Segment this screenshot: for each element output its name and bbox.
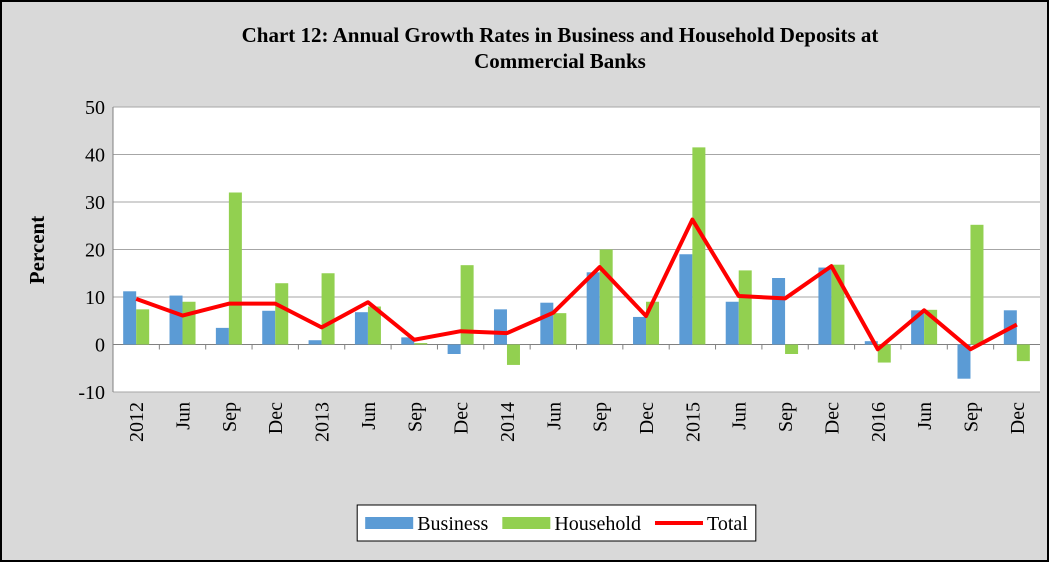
bar (738, 270, 752, 345)
x-tick-label: Jun (543, 402, 565, 430)
x-tick-label: 2014 (497, 402, 519, 442)
legend-swatch (502, 517, 551, 529)
legend-swatch (365, 517, 414, 529)
y-tick-label: 20 (85, 240, 105, 262)
x-tick-label: Jun (914, 402, 936, 430)
bar (169, 295, 183, 345)
bar (401, 337, 415, 345)
x-tick-label: Dec (265, 402, 287, 434)
y-axis-label: Percent (25, 216, 49, 284)
legend-item: Business (365, 513, 489, 535)
bar (321, 273, 335, 345)
bar (182, 301, 196, 345)
bar (818, 267, 832, 345)
x-tick-label: 2015 (682, 402, 704, 442)
bar (493, 309, 507, 345)
x-tick-label: Dec (821, 402, 843, 434)
bar (864, 341, 878, 345)
x-tick-label: Sep (775, 402, 797, 432)
bar (772, 278, 786, 345)
bar (725, 301, 739, 345)
bar (586, 272, 600, 345)
x-tick-label: 2013 (312, 402, 334, 442)
bar (447, 344, 461, 354)
x-tick-label: Jun (358, 402, 380, 430)
bar (506, 344, 520, 365)
bar (136, 309, 150, 345)
bar (599, 249, 613, 345)
x-tick-label: Sep (404, 402, 426, 432)
legend-label: Business (417, 513, 488, 535)
x-tick-label: Dec (1007, 402, 1029, 434)
bar (553, 313, 567, 345)
bar (367, 306, 381, 345)
bar (215, 327, 229, 345)
bar (414, 343, 428, 345)
x-tick-label: Jun (173, 402, 195, 430)
legend-label: Total (707, 513, 748, 535)
bar (123, 291, 137, 345)
bar (957, 344, 971, 379)
x-tick-label: Dec (451, 402, 473, 434)
legend-item: Household (502, 513, 641, 535)
x-tick-label: Sep (219, 402, 241, 432)
bar (308, 340, 322, 345)
chart-title: Commercial Banks (474, 49, 646, 73)
bar (785, 344, 799, 354)
bar (228, 192, 242, 345)
y-tick-label: -10 (78, 382, 105, 404)
y-tick-label: 0 (95, 335, 105, 357)
x-tick-label: Sep (960, 402, 982, 432)
x-tick-label: 2012 (126, 402, 148, 442)
legend: Business Household Total (356, 504, 757, 542)
x-tick-label: Jun (729, 402, 751, 430)
x-tick-label: Dec (636, 402, 658, 434)
x-tick-label: Sep (590, 402, 612, 432)
y-tick-label: 10 (85, 287, 105, 309)
bar (275, 283, 289, 345)
line (135, 217, 1018, 352)
chart-title: Chart 12: Annual Growth Rates in Busines… (242, 23, 879, 47)
legend-item: Total (654, 513, 748, 535)
y-tick-label: 30 (85, 192, 105, 214)
bar (460, 265, 474, 345)
bar (692, 147, 706, 345)
bar (970, 224, 984, 345)
bar (679, 254, 693, 345)
bar (633, 316, 647, 345)
bar (540, 302, 554, 345)
bar (1016, 344, 1030, 362)
legend-label: Household (554, 513, 641, 535)
x-tick-label: 2016 (868, 402, 890, 442)
y-tick-label: 40 (85, 145, 105, 167)
bar (354, 312, 368, 345)
y-tick-label: 50 (85, 97, 105, 119)
bar (262, 310, 276, 345)
